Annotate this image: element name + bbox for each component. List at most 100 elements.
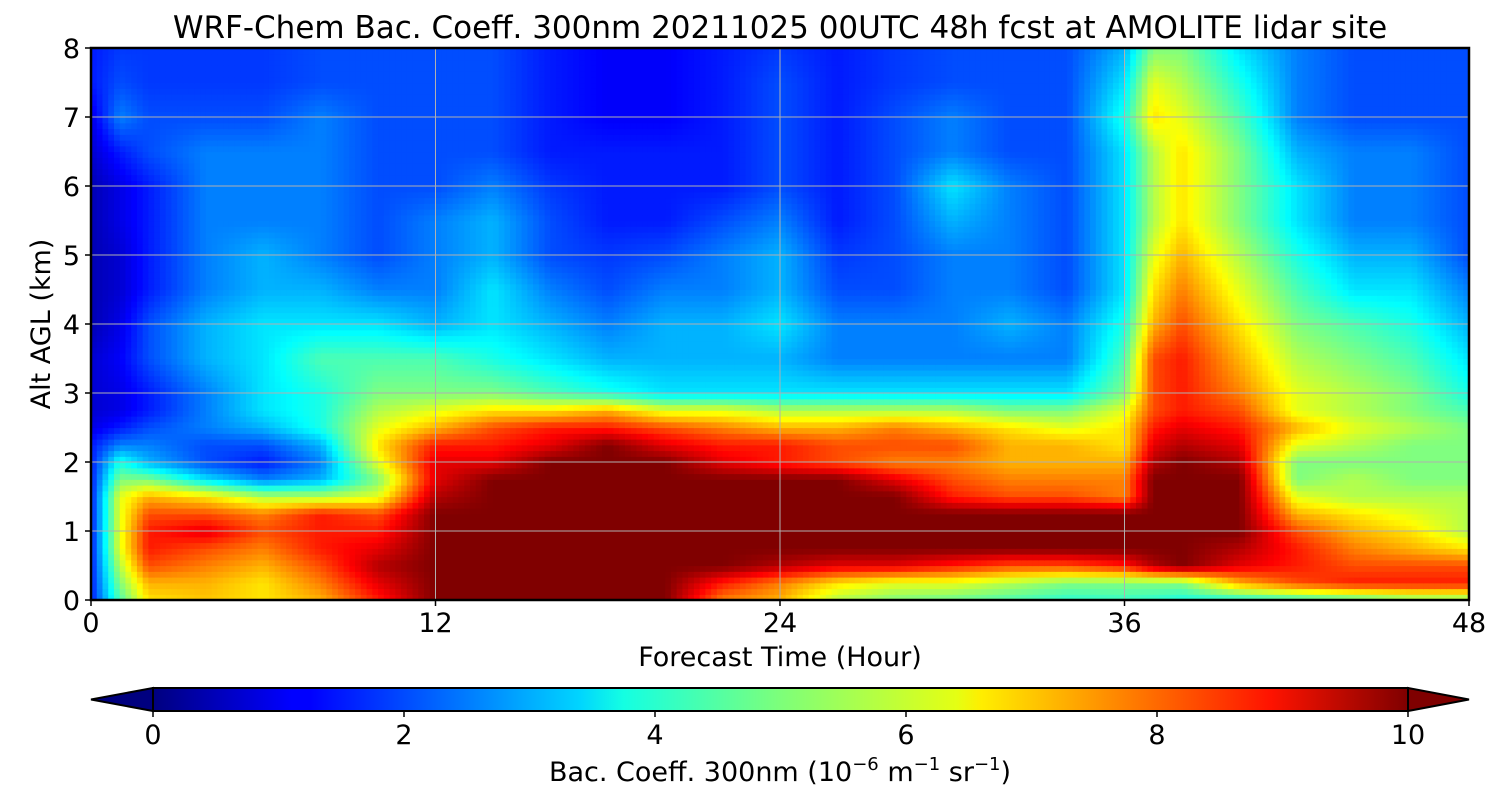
heatmap-cell bbox=[1084, 583, 1090, 589]
heatmap-cell bbox=[235, 560, 241, 566]
heatmap-cell bbox=[843, 583, 849, 589]
heatmap-cell bbox=[642, 577, 648, 583]
heatmap-cell bbox=[148, 589, 154, 595]
heatmap-cell bbox=[349, 571, 355, 577]
heatmap-cell bbox=[125, 548, 131, 554]
heatmap-cell bbox=[728, 554, 734, 560]
heatmap-cell bbox=[355, 583, 361, 589]
heatmap-cell bbox=[1159, 589, 1165, 595]
heatmap-cell bbox=[458, 577, 464, 583]
heatmap-cell bbox=[987, 554, 993, 560]
heatmap-cell bbox=[143, 577, 149, 583]
heatmap-cell bbox=[1412, 577, 1418, 583]
heatmap-cell bbox=[200, 566, 206, 572]
heatmap-cell bbox=[1084, 571, 1090, 577]
heatmap-cell bbox=[401, 548, 407, 554]
heatmap-cell bbox=[114, 571, 120, 577]
heatmap-cell bbox=[125, 554, 131, 560]
heatmap-cell bbox=[636, 554, 642, 560]
heatmap-cell bbox=[924, 554, 930, 560]
heatmap-cell bbox=[504, 577, 510, 583]
heatmap-cell bbox=[1228, 554, 1234, 560]
heatmap-cell bbox=[912, 560, 918, 566]
heatmap-cell bbox=[1446, 589, 1452, 595]
heatmap-cell bbox=[602, 583, 608, 589]
heatmap-cell bbox=[1337, 577, 1343, 583]
heatmap-cell bbox=[814, 571, 820, 577]
heatmap-cell bbox=[1417, 566, 1423, 572]
heatmap-cell bbox=[1354, 583, 1360, 589]
heatmap-cell bbox=[1050, 560, 1056, 566]
heatmap-cell bbox=[1234, 589, 1240, 595]
heatmap-cell bbox=[1211, 560, 1217, 566]
heatmap-cell bbox=[1337, 566, 1343, 572]
heatmap-cell bbox=[418, 577, 424, 583]
heatmap-cell bbox=[700, 577, 706, 583]
heatmap-cell bbox=[969, 589, 975, 595]
heatmap-cell bbox=[395, 554, 401, 560]
heatmap-cell bbox=[803, 577, 809, 583]
heatmap-cell bbox=[1004, 577, 1010, 583]
heatmap-cell bbox=[481, 589, 487, 595]
heatmap-cell bbox=[751, 577, 757, 583]
heatmap-cell bbox=[1061, 560, 1067, 566]
heatmap-cell bbox=[1107, 554, 1113, 560]
heatmap-cell bbox=[1216, 554, 1222, 560]
heatmap-cell bbox=[401, 554, 407, 560]
heatmap-cell bbox=[814, 589, 820, 595]
heatmap-cell bbox=[510, 583, 516, 589]
heatmap-cell bbox=[820, 566, 826, 572]
heatmap-cell bbox=[395, 560, 401, 566]
heatmap-cell bbox=[1274, 577, 1280, 583]
heatmap-cell bbox=[728, 548, 734, 554]
heatmap-cell bbox=[860, 571, 866, 577]
heatmap-cell bbox=[677, 566, 683, 572]
heatmap-cell bbox=[154, 577, 160, 583]
heatmap-cell bbox=[183, 571, 189, 577]
heatmap-cell bbox=[240, 571, 246, 577]
heatmap-cell bbox=[700, 589, 706, 595]
heatmap-cell bbox=[1389, 577, 1395, 583]
heatmap-cell bbox=[573, 560, 579, 566]
heatmap-cell bbox=[975, 589, 981, 595]
heatmap-cell bbox=[613, 571, 619, 577]
heatmap-cell bbox=[826, 560, 832, 566]
heatmap-cell bbox=[1320, 571, 1326, 577]
heatmap-cell bbox=[1262, 583, 1268, 589]
heatmap-cell bbox=[269, 548, 275, 554]
heatmap-cell bbox=[855, 548, 861, 554]
heatmap-cell bbox=[252, 589, 258, 595]
heatmap-cell bbox=[332, 589, 338, 595]
heatmap-cell bbox=[964, 560, 970, 566]
heatmap-cell bbox=[1268, 571, 1274, 577]
heatmap-cell bbox=[568, 566, 574, 572]
heatmap-cell bbox=[1107, 560, 1113, 566]
heatmap-cell bbox=[866, 577, 872, 583]
heatmap-cell bbox=[1417, 577, 1423, 583]
heatmap-cell bbox=[332, 577, 338, 583]
heatmap-cell bbox=[797, 548, 803, 554]
heatmap-cell bbox=[866, 589, 872, 595]
heatmap-cell bbox=[487, 583, 493, 589]
heatmap-cell bbox=[969, 566, 975, 572]
heatmap-cell bbox=[613, 554, 619, 560]
heatmap-cell bbox=[189, 577, 195, 583]
heatmap-cell bbox=[803, 583, 809, 589]
heatmap-cell bbox=[636, 589, 642, 595]
heatmap-cell bbox=[177, 554, 183, 560]
heatmap-cell bbox=[1027, 571, 1033, 577]
heatmap-cell bbox=[1308, 566, 1314, 572]
heatmap-cell bbox=[975, 566, 981, 572]
heatmap-cell bbox=[361, 577, 367, 583]
heatmap-cell bbox=[1262, 571, 1268, 577]
heatmap-cell bbox=[843, 548, 849, 554]
heatmap-cell bbox=[361, 583, 367, 589]
heatmap-cell bbox=[855, 583, 861, 589]
heatmap-cell bbox=[372, 583, 378, 589]
heatmap-cell bbox=[499, 560, 505, 566]
heatmap-cell bbox=[688, 548, 694, 554]
heatmap-cell bbox=[1096, 577, 1102, 583]
heatmap-cell bbox=[958, 566, 964, 572]
heatmap-cell bbox=[413, 577, 419, 583]
heatmap-cell bbox=[125, 577, 131, 583]
